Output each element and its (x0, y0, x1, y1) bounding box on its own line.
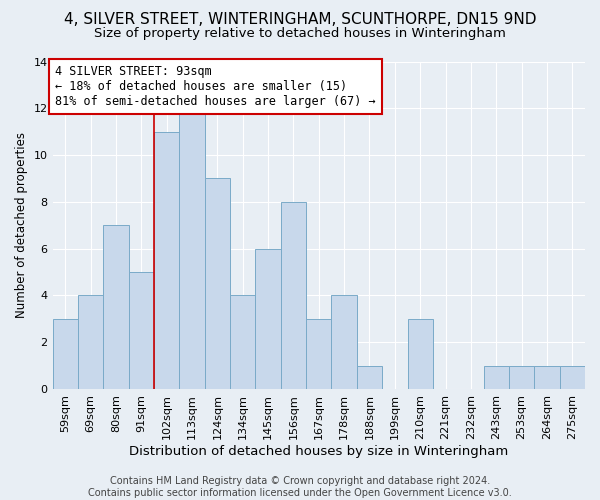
Bar (230, 296, 256, 389)
Bar (560, 366, 585, 389)
Bar (281, 202, 306, 389)
Bar (509, 366, 534, 389)
Text: 4, SILVER STREET, WINTERINGHAM, SCUNTHORPE, DN15 9ND: 4, SILVER STREET, WINTERINGHAM, SCUNTHOR… (64, 12, 536, 28)
Bar (103, 226, 128, 389)
Bar (407, 319, 433, 389)
Bar (357, 366, 382, 389)
Bar (534, 366, 560, 389)
Bar (154, 132, 179, 389)
Y-axis label: Number of detached properties: Number of detached properties (15, 132, 28, 318)
Bar (205, 178, 230, 389)
Bar (256, 248, 281, 389)
Bar (128, 272, 154, 389)
Bar (78, 296, 103, 389)
Text: Contains HM Land Registry data © Crown copyright and database right 2024.
Contai: Contains HM Land Registry data © Crown c… (88, 476, 512, 498)
Bar (331, 296, 357, 389)
Bar (306, 319, 331, 389)
Bar (53, 319, 78, 389)
Bar (484, 366, 509, 389)
Text: Size of property relative to detached houses in Winteringham: Size of property relative to detached ho… (94, 28, 506, 40)
X-axis label: Distribution of detached houses by size in Winteringham: Distribution of detached houses by size … (129, 444, 508, 458)
Text: 4 SILVER STREET: 93sqm
← 18% of detached houses are smaller (15)
81% of semi-det: 4 SILVER STREET: 93sqm ← 18% of detached… (55, 65, 376, 108)
Bar (179, 108, 205, 389)
